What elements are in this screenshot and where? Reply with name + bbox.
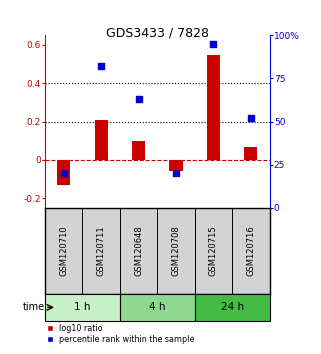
Bar <box>132 141 145 160</box>
Point <box>61 170 66 176</box>
Bar <box>45 294 120 321</box>
Bar <box>207 55 220 160</box>
Text: GSM120715: GSM120715 <box>209 225 218 276</box>
Bar <box>95 120 108 160</box>
Bar <box>169 160 183 171</box>
Point <box>211 41 216 47</box>
Bar <box>57 160 70 185</box>
Point <box>248 115 254 121</box>
Text: GSM120710: GSM120710 <box>59 225 68 276</box>
Text: 4 h: 4 h <box>149 302 166 312</box>
Point <box>136 96 141 102</box>
Legend: log10 ratio, percentile rank within the sample: log10 ratio, percentile rank within the … <box>47 324 195 345</box>
Bar <box>195 294 270 321</box>
Bar <box>244 147 257 160</box>
Point <box>99 64 104 69</box>
Text: time: time <box>23 302 45 312</box>
Text: GSM120711: GSM120711 <box>97 225 106 276</box>
Bar <box>120 294 195 321</box>
Text: GSM120648: GSM120648 <box>134 225 143 276</box>
Point <box>173 170 178 176</box>
Text: 24 h: 24 h <box>221 302 244 312</box>
Text: GDS3433 / 7828: GDS3433 / 7828 <box>106 27 209 40</box>
Text: 1 h: 1 h <box>74 302 91 312</box>
Text: GSM120716: GSM120716 <box>247 225 256 276</box>
Text: GSM120708: GSM120708 <box>171 225 180 276</box>
